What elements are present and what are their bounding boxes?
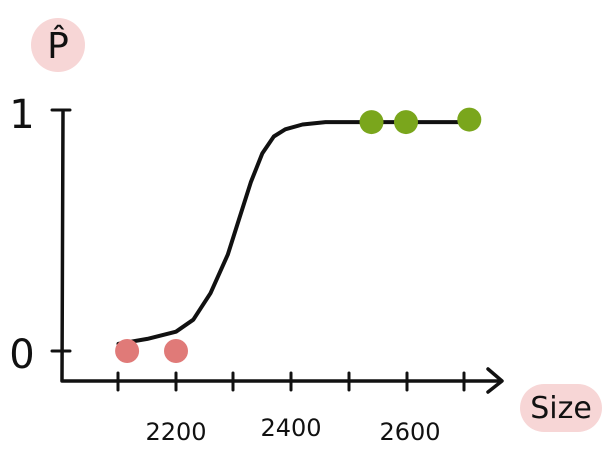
x-axis-label: Size [530, 391, 592, 426]
data-point-class-1 [359, 110, 384, 135]
data-point-class-1 [457, 107, 482, 132]
y-axis-label-bubble [31, 18, 85, 72]
x-tick-label-2400: 2400 [260, 414, 321, 442]
y-axis [60, 110, 65, 382]
y-tick-label-1: 1 [9, 92, 34, 138]
sigmoid-curve [116, 120, 466, 346]
x-ticks [116, 371, 466, 392]
x-tick-label-2600: 2600 [379, 418, 440, 446]
y-axis-label: P̂ [47, 24, 69, 67]
y-tick-label-0: 0 [9, 332, 34, 378]
data-point-class-0 [115, 339, 140, 363]
x-axis-label-bubble [520, 384, 602, 432]
data-points [115, 107, 482, 363]
data-point-class-0 [164, 339, 188, 363]
x-tick-label-2200: 2200 [145, 418, 206, 446]
x-axis-arrowhead [486, 367, 504, 394]
data-point-class-1 [394, 110, 418, 135]
